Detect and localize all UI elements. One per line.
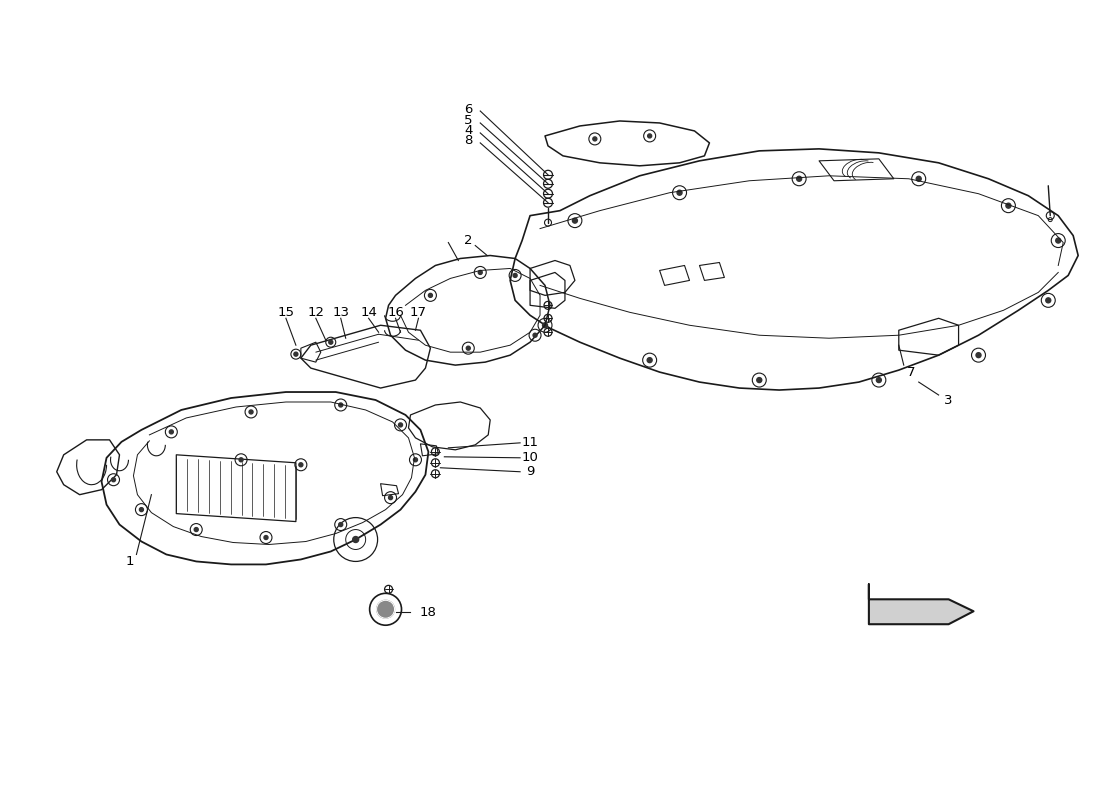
Circle shape — [339, 522, 343, 526]
Circle shape — [1005, 203, 1011, 208]
Text: 16: 16 — [387, 306, 404, 319]
Circle shape — [398, 423, 403, 427]
Circle shape — [428, 294, 432, 298]
Polygon shape — [869, 584, 974, 624]
Circle shape — [353, 537, 359, 542]
Circle shape — [542, 322, 548, 328]
Text: 15: 15 — [277, 306, 295, 319]
Text: 9: 9 — [526, 466, 535, 478]
Circle shape — [916, 176, 921, 182]
Circle shape — [648, 134, 651, 138]
Text: 11: 11 — [521, 436, 539, 450]
Text: 12: 12 — [307, 306, 324, 319]
Circle shape — [376, 600, 395, 618]
Text: 10: 10 — [521, 451, 539, 464]
Circle shape — [299, 462, 303, 466]
Circle shape — [414, 458, 418, 462]
Circle shape — [195, 527, 198, 531]
Text: 14: 14 — [360, 306, 377, 319]
Circle shape — [757, 378, 762, 382]
Text: 1: 1 — [125, 555, 134, 568]
Circle shape — [593, 137, 597, 141]
Text: 7: 7 — [906, 366, 915, 378]
Text: 4: 4 — [464, 125, 473, 138]
Circle shape — [339, 403, 343, 407]
Text: 17: 17 — [410, 306, 427, 319]
Circle shape — [513, 274, 517, 278]
Circle shape — [169, 430, 174, 434]
Circle shape — [294, 352, 298, 356]
Text: 2: 2 — [464, 234, 473, 247]
Circle shape — [249, 410, 253, 414]
Circle shape — [388, 496, 393, 500]
Circle shape — [329, 340, 333, 344]
Circle shape — [140, 508, 143, 512]
Text: 8: 8 — [464, 134, 473, 147]
Circle shape — [877, 378, 881, 382]
Circle shape — [264, 535, 268, 539]
Text: 6: 6 — [464, 102, 473, 115]
Circle shape — [976, 353, 981, 358]
Text: 13: 13 — [332, 306, 349, 319]
Circle shape — [572, 218, 578, 223]
Text: 5: 5 — [464, 114, 473, 127]
Circle shape — [239, 458, 243, 462]
Circle shape — [796, 176, 802, 182]
Circle shape — [534, 334, 537, 338]
Text: 3: 3 — [945, 394, 953, 406]
Circle shape — [111, 478, 116, 482]
Circle shape — [1046, 298, 1050, 303]
Circle shape — [678, 190, 682, 195]
Text: 18: 18 — [420, 606, 437, 618]
Circle shape — [647, 358, 652, 362]
Circle shape — [1056, 238, 1060, 243]
Circle shape — [478, 270, 482, 274]
Circle shape — [466, 346, 471, 350]
